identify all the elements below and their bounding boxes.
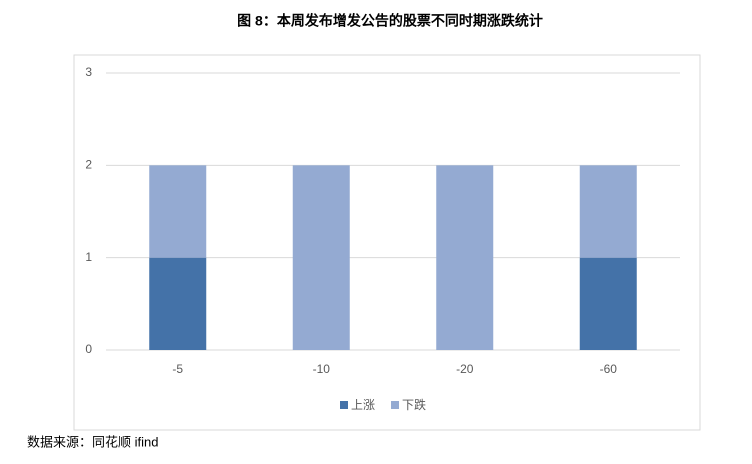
bar-segment (436, 165, 494, 350)
bar-segment (579, 165, 637, 258)
chart-title: 图 8：本周发布增发公告的股票不同时期涨跌统计 (237, 13, 543, 29)
legend-swatch (391, 401, 400, 409)
y-tick-label: 2 (85, 158, 92, 172)
x-tick-label: -10 (313, 362, 331, 376)
bar-segment (579, 257, 637, 350)
y-tick-label: 1 (85, 250, 92, 264)
bar-segment (149, 257, 207, 350)
bar-segment (292, 165, 350, 350)
x-tick-label: -5 (172, 362, 183, 376)
chart-frame (73, 54, 701, 431)
legend-label: 上涨 (351, 397, 375, 412)
x-tick-label: -20 (456, 362, 474, 376)
bar-segment (149, 165, 207, 258)
legend-swatch (340, 401, 348, 409)
x-tick-label: -60 (600, 362, 618, 376)
source-note: 数据来源：同花顺 ifind (27, 434, 158, 449)
y-tick-label: 0 (85, 342, 92, 356)
y-tick-label: 3 (85, 65, 92, 79)
legend-label: 下跌 (402, 397, 426, 412)
